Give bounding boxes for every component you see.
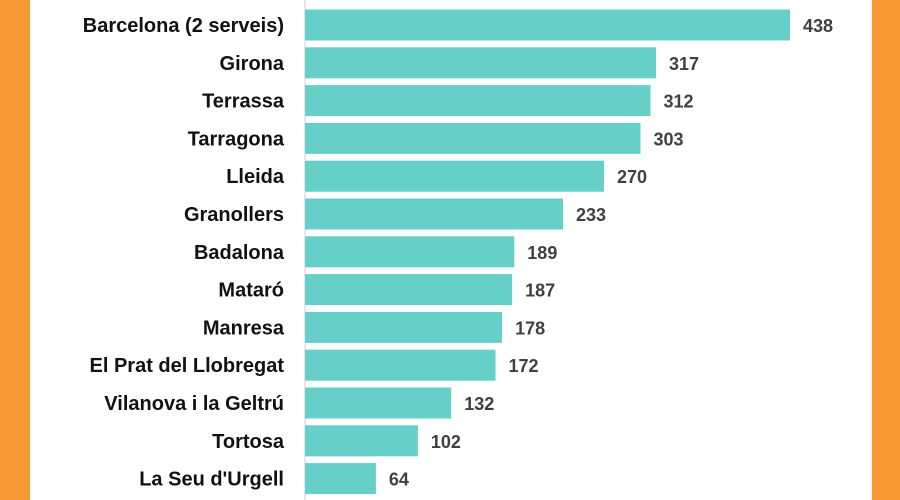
category-label: El Prat del Llobregat xyxy=(90,355,285,377)
bar xyxy=(305,9,790,41)
category-label: Mataró xyxy=(218,280,284,302)
category-label: Manresa xyxy=(203,317,285,339)
data-label: 64 xyxy=(389,470,409,490)
category-label: Lleida xyxy=(226,166,285,188)
bar xyxy=(305,85,651,117)
category-label: La Seu d'Urgell xyxy=(139,469,284,491)
data-label: 132 xyxy=(464,394,494,414)
bar xyxy=(305,160,604,192)
data-label: 270 xyxy=(617,167,647,187)
category-label: Tortosa xyxy=(212,431,285,453)
bar xyxy=(305,122,641,154)
bar xyxy=(305,463,376,495)
chart-frame: Barcelona (2 serveis) Girona Terrassa Tarra… xyxy=(30,0,872,500)
data-label: 438 xyxy=(803,16,833,36)
category-label: Barcelona (2 serveis) xyxy=(83,15,284,37)
bar xyxy=(305,198,563,230)
data-label: 187 xyxy=(525,281,555,301)
bar xyxy=(305,349,496,381)
data-label: 317 xyxy=(669,54,699,74)
bar xyxy=(305,236,515,268)
data-label: 233 xyxy=(576,205,606,225)
category-label: Girona xyxy=(220,53,285,75)
data-label: 303 xyxy=(654,129,684,149)
category-labels-group: Barcelona (2 serveis) Girona Terrassa Tarra… xyxy=(83,15,285,491)
bar xyxy=(305,274,513,306)
data-label: 312 xyxy=(664,92,694,112)
bar xyxy=(305,47,656,79)
category-label: Granollers xyxy=(184,204,284,226)
category-label: Terrassa xyxy=(202,91,285,113)
data-label: 172 xyxy=(509,356,539,376)
category-label: Badalona xyxy=(194,242,285,264)
bar xyxy=(305,387,452,419)
category-label: Vilanova i la Geltrú xyxy=(104,393,284,415)
data-label: 178 xyxy=(515,318,545,338)
bar xyxy=(305,425,418,457)
bar xyxy=(305,311,503,343)
data-label: 102 xyxy=(431,432,461,452)
data-label: 189 xyxy=(527,243,557,263)
bar-chart: Barcelona (2 serveis) Girona Terrassa Tarra… xyxy=(83,0,833,500)
bars-group xyxy=(305,9,790,495)
category-label: Tarragona xyxy=(188,128,285,150)
